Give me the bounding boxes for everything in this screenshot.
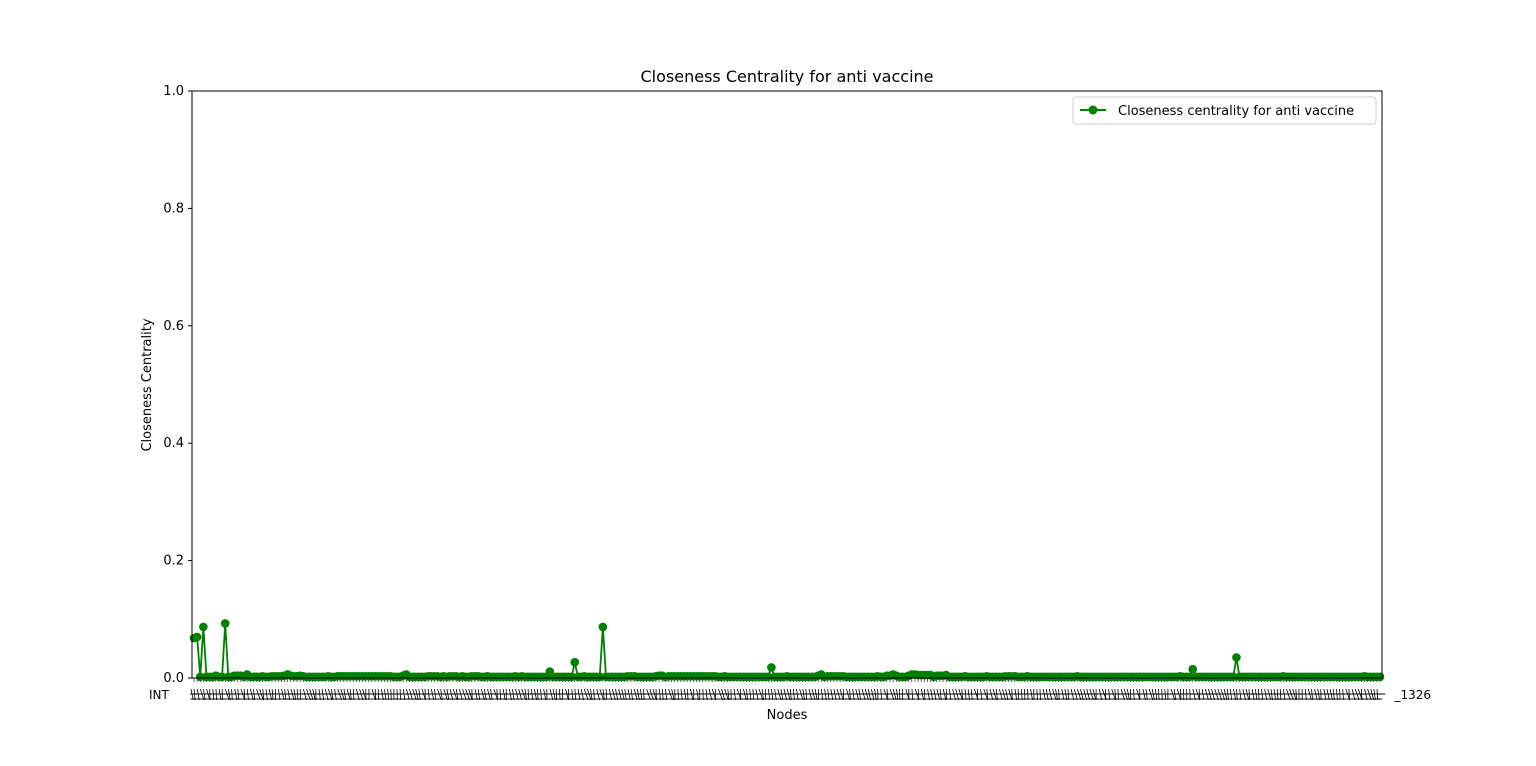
y-axis-label: Closeness Centrality bbox=[140, 318, 155, 451]
y-tick-label: 0.0 bbox=[163, 671, 184, 686]
x-tick-label-glyph bbox=[1340, 689, 1341, 700]
y-tick-label: 1.0 bbox=[163, 84, 184, 99]
legend-label: Closeness centrality for anti vaccine bbox=[1118, 104, 1354, 119]
x-tick-label-glyph bbox=[644, 689, 645, 700]
x-axis-label: Nodes bbox=[767, 708, 808, 723]
data-point bbox=[221, 619, 230, 628]
x-tick-label-last: _1326 bbox=[1393, 688, 1431, 702]
data-point bbox=[767, 663, 776, 672]
data-point bbox=[1232, 653, 1241, 662]
x-tick-label-glyph bbox=[300, 689, 301, 700]
x-tick-labels: INT _1326 bbox=[149, 686, 1431, 702]
data-point bbox=[193, 633, 202, 642]
legend: Closeness centrality for anti vaccine bbox=[1073, 97, 1376, 124]
y-tick-label: 0.2 bbox=[163, 554, 184, 569]
y-tick-label: 0.4 bbox=[163, 436, 184, 451]
data-point bbox=[1376, 673, 1385, 682]
data-point bbox=[199, 623, 208, 632]
x-tick-label-glyph bbox=[1068, 689, 1069, 700]
x-tick-label-glyph bbox=[1118, 689, 1119, 700]
data-point bbox=[570, 658, 579, 667]
y-tick-label: 0.8 bbox=[163, 201, 184, 216]
x-tick-label-first: INT bbox=[149, 688, 170, 702]
data-point bbox=[599, 623, 608, 632]
y-tick-label: 0.6 bbox=[163, 319, 184, 334]
legend-marker-swatch bbox=[1089, 106, 1098, 115]
x-tick-label-glyph bbox=[391, 689, 392, 700]
x-tick-label-glyph bbox=[1249, 689, 1250, 700]
data-point bbox=[1188, 665, 1197, 674]
chart-title: Closeness Centrality for anti vaccine bbox=[641, 67, 934, 86]
